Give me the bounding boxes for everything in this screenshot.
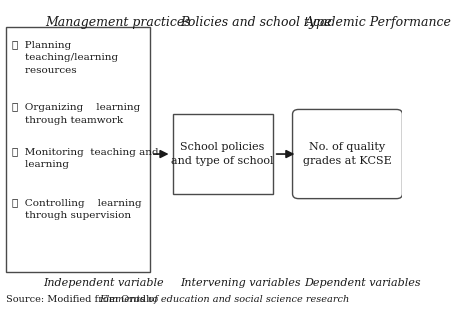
Text: Elements of education and social science research: Elements of education and social science… (99, 295, 349, 304)
Text: School policies
and type of school: School policies and type of school (171, 142, 273, 167)
Text: ✓  Organizing    learning
    through teamwork: ✓ Organizing learning through teamwork (12, 103, 139, 125)
Text: No. of quality
grades at KCSE: No. of quality grades at KCSE (302, 142, 391, 167)
Text: ✓  Planning
    teaching/learning
    resources: ✓ Planning teaching/learning resources (12, 41, 118, 75)
Text: Academic Performance: Academic Performance (304, 16, 450, 29)
Text: Source: Modified from Orodho: Source: Modified from Orodho (6, 295, 161, 304)
Text: Intervening variables: Intervening variables (180, 278, 300, 288)
FancyBboxPatch shape (172, 114, 272, 194)
Text: Policies and school type: Policies and school type (180, 16, 332, 29)
Text: ✓  Monitoring  teaching and
    learning: ✓ Monitoring teaching and learning (12, 148, 158, 169)
Text: Independent variable: Independent variable (43, 278, 163, 288)
Text: Management practices: Management practices (44, 16, 190, 29)
FancyBboxPatch shape (6, 27, 150, 272)
Text: Dependent variables: Dependent variables (304, 278, 420, 288)
FancyBboxPatch shape (292, 110, 401, 199)
Text: ✓  Controlling    learning
    through supervision: ✓ Controlling learning through supervisi… (12, 199, 141, 220)
